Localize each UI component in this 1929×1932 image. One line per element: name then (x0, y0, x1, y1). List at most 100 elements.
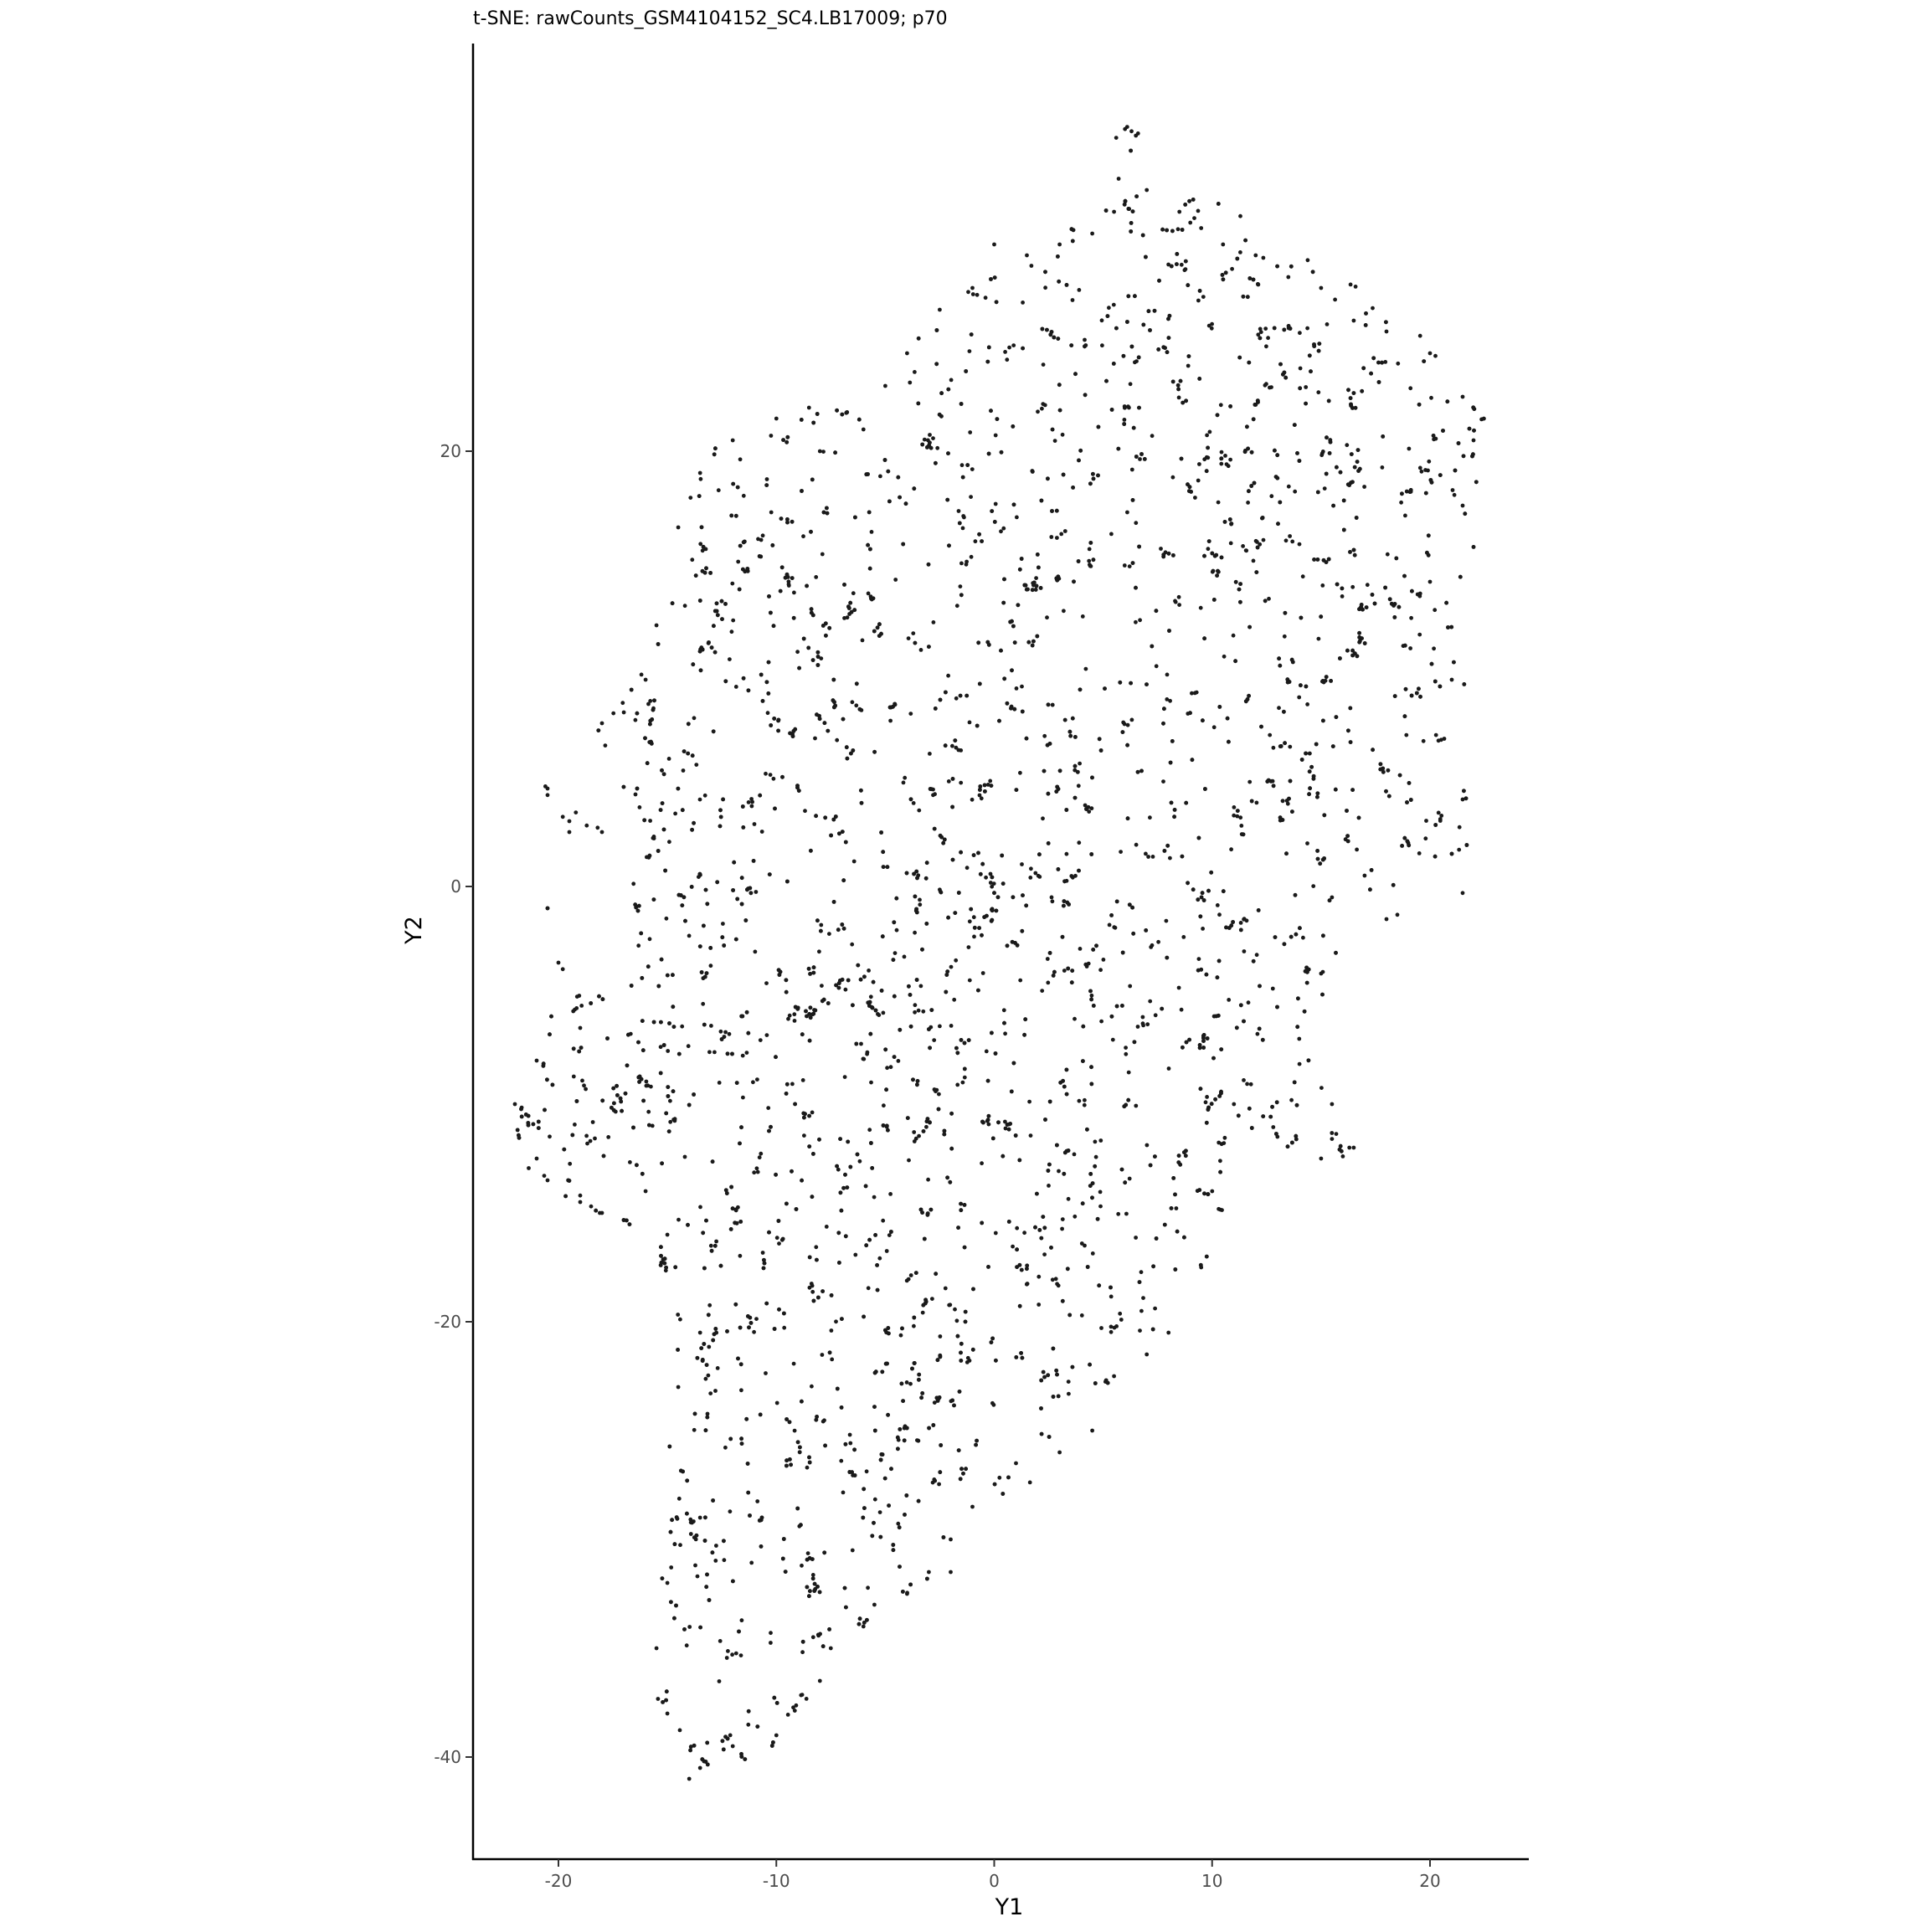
data-point (1062, 1150, 1067, 1155)
data-point (966, 945, 971, 949)
data-point (1165, 955, 1170, 960)
data-point (545, 906, 550, 911)
data-point (730, 1051, 734, 1056)
data-point (1299, 758, 1304, 762)
data-point (1399, 500, 1403, 505)
data-point (728, 1436, 733, 1441)
data-point (711, 729, 716, 734)
data-point (984, 1049, 989, 1054)
data-point (1436, 738, 1441, 743)
data-point (916, 336, 921, 341)
data-point (1009, 1089, 1014, 1094)
data-point (1152, 308, 1157, 313)
data-point (573, 1123, 577, 1127)
data-point (664, 1265, 668, 1270)
data-point (1249, 450, 1254, 455)
data-point (1184, 1148, 1188, 1154)
data-point (1166, 262, 1170, 267)
data-point (1126, 207, 1131, 211)
data-point (861, 1624, 866, 1629)
data-point (676, 1348, 680, 1352)
data-point (619, 1099, 624, 1104)
data-point (755, 1724, 760, 1729)
data-point (837, 831, 841, 836)
data-point (784, 978, 789, 983)
data-point (977, 681, 982, 686)
data-point (739, 876, 744, 881)
data-point (697, 599, 702, 603)
data-point (1071, 228, 1076, 233)
data-point (536, 1126, 541, 1130)
data-point (697, 649, 702, 654)
data-point (1334, 950, 1338, 955)
data-point (1381, 434, 1386, 439)
data-point (1197, 462, 1201, 466)
data-point (1238, 927, 1243, 933)
data-point (1114, 326, 1119, 331)
data-point (1355, 654, 1360, 659)
data-point (1030, 643, 1035, 648)
data-point (805, 1551, 810, 1555)
data-point (928, 1120, 932, 1125)
data-point (990, 875, 995, 880)
data-point (1289, 934, 1294, 939)
data-point (1001, 1154, 1006, 1159)
data-point (1067, 729, 1073, 734)
data-point (769, 1744, 774, 1748)
data-point (1083, 1097, 1087, 1102)
data-point (959, 1341, 964, 1346)
data-point (1400, 491, 1404, 496)
data-point (1101, 958, 1106, 962)
data-point (1196, 835, 1201, 840)
data-point (1376, 360, 1381, 365)
data-point (671, 1089, 676, 1094)
data-point (792, 1708, 797, 1713)
data-point (976, 988, 980, 993)
data-point (699, 645, 704, 650)
data-point (1129, 221, 1134, 225)
data-point (1006, 1127, 1011, 1132)
data-point (764, 680, 769, 685)
data-point (1079, 1313, 1084, 1318)
data-point (868, 1031, 873, 1036)
data-point (725, 1736, 730, 1741)
data-point (1402, 643, 1407, 648)
data-point (1371, 748, 1375, 753)
data-point (1027, 1099, 1031, 1104)
data-point (1422, 359, 1427, 363)
data-point (990, 1030, 994, 1035)
data-point (975, 1438, 979, 1443)
data-point (1190, 758, 1195, 763)
data-point (620, 701, 625, 706)
data-point (1286, 484, 1291, 489)
data-point (741, 825, 746, 830)
data-point (1183, 259, 1188, 264)
data-point (985, 1078, 990, 1083)
data-point (913, 640, 918, 645)
data-point (1397, 773, 1402, 778)
data-point (715, 613, 720, 618)
data-point (705, 1415, 710, 1420)
data-point (949, 1146, 954, 1151)
y-tick-label: -40 (434, 1747, 461, 1767)
data-point (962, 515, 966, 520)
data-point (1275, 264, 1279, 269)
data-point (963, 1309, 968, 1314)
data-point (1325, 435, 1329, 440)
data-point (760, 1251, 765, 1255)
data-point (979, 796, 984, 801)
data-point (881, 850, 886, 855)
data-point (1471, 545, 1476, 549)
data-point (867, 510, 872, 515)
data-point (543, 1107, 547, 1112)
data-point (877, 634, 882, 638)
data-point (692, 820, 696, 825)
data-point (764, 1033, 769, 1037)
data-point (1222, 520, 1227, 524)
data-point (795, 650, 800, 655)
data-point (1056, 254, 1060, 259)
data-point (942, 1132, 947, 1137)
data-point (736, 559, 741, 564)
data-point (995, 417, 1000, 421)
data-point (1148, 815, 1152, 820)
